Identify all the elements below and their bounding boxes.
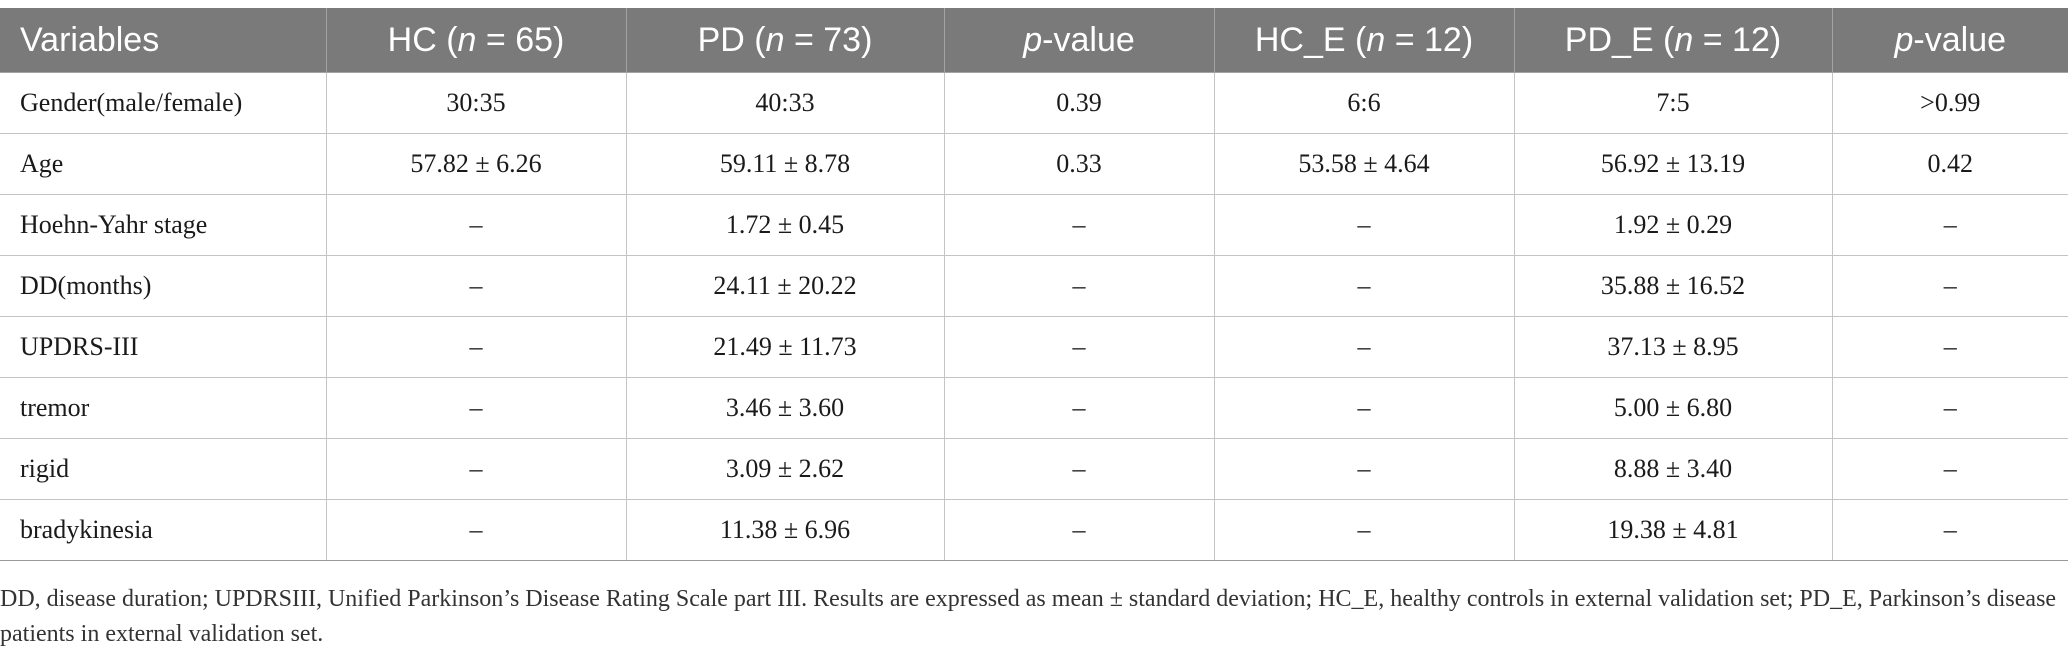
- table-body: Gender(male/female) 30:35 40:33 0.39 6:6 7:5 >…: [0, 72, 2068, 561]
- header-text-suffix: = 73): [784, 20, 873, 59]
- header-variables: Variables: [0, 8, 326, 73]
- header-row: Variables HC (n = 65) PD (n = 73) p-value HC…: [0, 8, 2068, 73]
- value-cell: –: [325, 194, 626, 256]
- value-cell: –: [943, 194, 1214, 256]
- row-label-cell: DD(months): [0, 255, 326, 317]
- value-cell: 0.33: [943, 133, 1214, 195]
- row-label-cell: tremor: [0, 377, 326, 439]
- table-row: Hoehn-Yahr stage –1.72 ± 0.45– –1.92 ± 0.2…: [0, 194, 2068, 256]
- value-cell: –: [1213, 377, 1514, 439]
- value-cell: –: [1831, 255, 2068, 317]
- value-cell: 3.46 ± 3.60: [625, 377, 944, 439]
- value-cell: –: [943, 316, 1214, 378]
- value-cell: 30:35: [325, 72, 626, 134]
- header-italic-symbol: n: [1366, 20, 1386, 59]
- value-cell: –: [1213, 499, 1514, 561]
- value-cell: 57.82 ± 6.26: [325, 133, 626, 195]
- value-cell: –: [1831, 194, 2068, 256]
- header-italic-symbol: p: [1894, 20, 1914, 59]
- header-italic-symbol: n: [457, 20, 477, 59]
- header-p-value-2: p-value: [1831, 8, 2068, 73]
- value-cell: 0.39: [943, 72, 1214, 134]
- value-cell: 21.49 ± 11.73: [625, 316, 944, 378]
- value-cell: –: [1831, 316, 2068, 378]
- value-cell: 59.11 ± 8.78: [625, 133, 944, 195]
- header-hc-e: HC_E (n = 12): [1213, 8, 1514, 73]
- value-cell: –: [943, 438, 1214, 500]
- value-cell: –: [1213, 438, 1514, 500]
- value-cell: –: [325, 499, 626, 561]
- row-label-cell: rigid: [0, 438, 326, 500]
- value-cell: 35.88 ± 16.52: [1513, 255, 1832, 317]
- value-cell: –: [325, 438, 626, 500]
- value-cell: –: [943, 377, 1214, 439]
- row-label-cell: Age: [0, 133, 326, 195]
- value-cell: 6:6: [1213, 72, 1514, 134]
- value-cell: –: [1831, 377, 2068, 439]
- table-row: Age 57.82 ± 6.26 59.11 ± 8.78 0.33 53.58 ± 4…: [0, 133, 2068, 195]
- value-cell: >0.99: [1831, 72, 2068, 134]
- value-cell: –: [325, 316, 626, 378]
- header-italic-symbol: p: [1023, 20, 1043, 59]
- value-cell: 7:5: [1513, 72, 1832, 134]
- value-cell: 5.00 ± 6.80: [1513, 377, 1832, 439]
- value-cell: 11.38 ± 6.96: [625, 499, 944, 561]
- value-cell: –: [1831, 499, 2068, 561]
- value-cell: 56.92 ± 13.19: [1513, 133, 1832, 195]
- value-cell: –: [1213, 316, 1514, 378]
- demographics-table-container: Variables HC (n = 65) PD (n = 73) p-value HC…: [0, 8, 2068, 561]
- value-cell: 40:33: [625, 72, 944, 134]
- header-pd: PD (n = 73): [625, 8, 944, 73]
- value-cell: –: [943, 255, 1214, 317]
- value-cell: 24.11 ± 20.22: [625, 255, 944, 317]
- header-text-suffix: -value: [1913, 20, 2007, 59]
- header-text: Variables: [20, 20, 160, 59]
- value-cell: 53.58 ± 4.64: [1213, 133, 1514, 195]
- table-row: rigid –3.09 ± 2.62– –8.88 ± 3.40–: [0, 438, 2068, 500]
- value-cell: –: [943, 499, 1214, 561]
- value-cell: 1.72 ± 0.45: [625, 194, 944, 256]
- header-pd-e: PD_E (n = 12): [1513, 8, 1832, 73]
- value-cell: 8.88 ± 3.40: [1513, 438, 1832, 500]
- table-row: UPDRS-III –21.49 ± 11.73– –37.13 ± 8.95–: [0, 316, 2068, 378]
- value-cell: 19.38 ± 4.81: [1513, 499, 1832, 561]
- header-text-suffix: = 65): [476, 20, 565, 59]
- table-row: tremor –3.46 ± 3.60– –5.00 ± 6.80–: [0, 377, 2068, 439]
- value-cell: –: [1213, 255, 1514, 317]
- header-text: PD_E (: [1564, 20, 1675, 59]
- header-text: HC_E (: [1254, 20, 1367, 59]
- value-cell: –: [1831, 438, 2068, 500]
- header-text-suffix: = 12): [1693, 20, 1782, 59]
- row-label-cell: Hoehn-Yahr stage: [0, 194, 326, 256]
- row-label-cell: Gender(male/female): [0, 72, 326, 134]
- row-label-cell: UPDRS-III: [0, 316, 326, 378]
- header-text: PD (: [697, 20, 766, 59]
- header-p-value-1: p-value: [943, 8, 1214, 73]
- table-footnote: DD, disease duration; UPDRSIII, Unified …: [0, 586, 2057, 647]
- value-cell: 0.42: [1831, 133, 2068, 195]
- row-label-cell: bradykinesia: [0, 499, 326, 561]
- value-cell: 1.92 ± 0.29: [1513, 194, 1832, 256]
- header-italic-symbol: n: [1674, 20, 1694, 59]
- value-cell: –: [1213, 194, 1514, 256]
- table-row: DD(months) –24.11 ± 20.22– –35.88 ± 16.52–: [0, 255, 2068, 317]
- header-italic-symbol: n: [765, 20, 785, 59]
- header-text-suffix: -value: [1042, 20, 1135, 59]
- header-text: HC (: [387, 20, 458, 59]
- header-text-suffix: = 12): [1385, 20, 1474, 59]
- value-cell: –: [325, 377, 626, 439]
- demographics-table: Variables HC (n = 65) PD (n = 73) p-value HC…: [0, 8, 2068, 561]
- value-cell: –: [325, 255, 626, 317]
- table-row: Gender(male/female) 30:35 40:33 0.39 6:6 7:5 >…: [0, 72, 2068, 134]
- table-header: Variables HC (n = 65) PD (n = 73) p-value HC…: [0, 8, 2068, 73]
- value-cell: 3.09 ± 2.62: [625, 438, 944, 500]
- header-hc: HC (n = 65): [325, 8, 626, 73]
- value-cell: 37.13 ± 8.95: [1513, 316, 1832, 378]
- table-row: bradykinesia –11.38 ± 6.96– –19.38 ± 4.81–: [0, 499, 2068, 561]
